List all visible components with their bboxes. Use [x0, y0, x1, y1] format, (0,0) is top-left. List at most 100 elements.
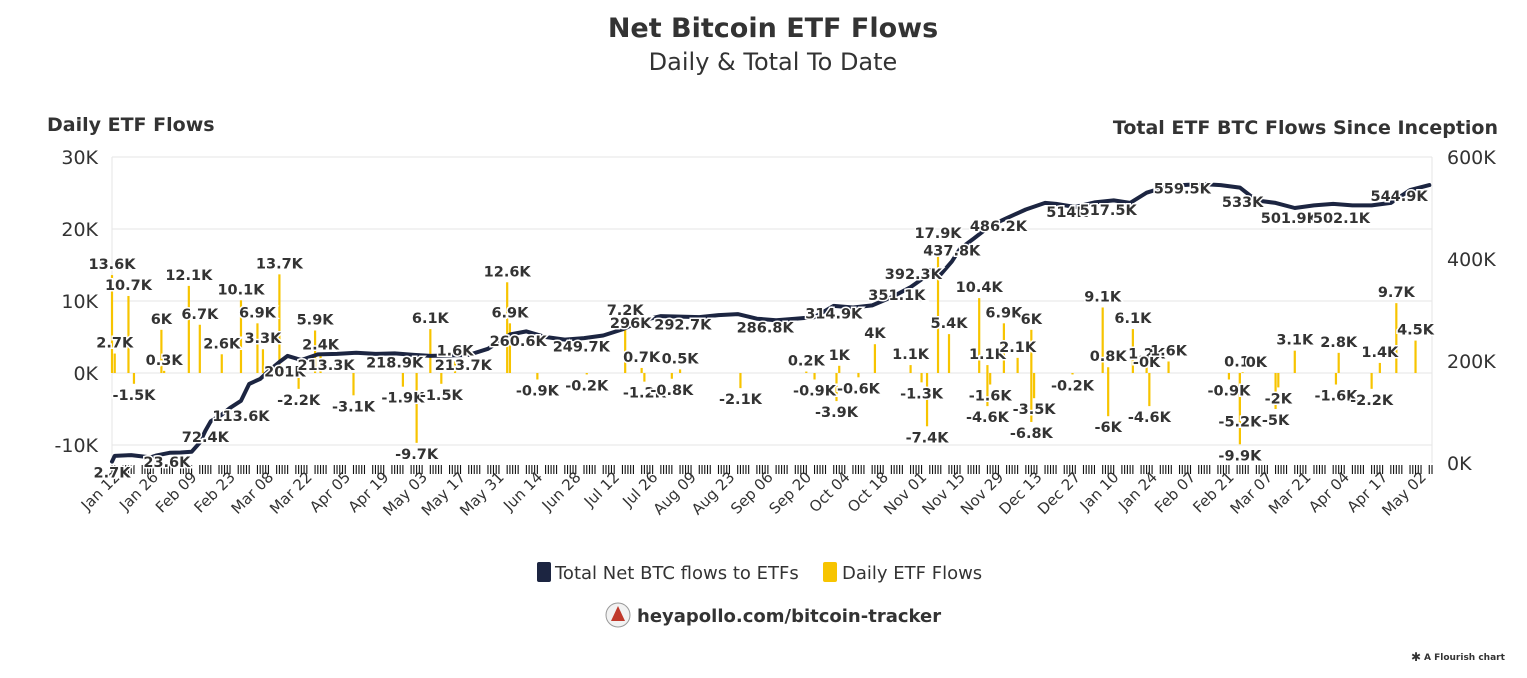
daily-data-label: 3.1K — [1276, 333, 1314, 349]
daily-data-label: 10.7K — [105, 278, 153, 294]
daily-data-label: -5K — [1262, 413, 1290, 429]
footer-link[interactable]: heyapollo.com/bitcoin-tracker — [637, 606, 941, 627]
daily-data-label: 0.2K — [788, 354, 826, 370]
daily-data-label: 0.8K — [1090, 349, 1128, 365]
daily-data-label: -2.2K — [1350, 393, 1394, 409]
daily-data-label: 12.6K — [484, 264, 532, 280]
daily-data-label: -1.9K — [381, 391, 425, 407]
daily-data-label: 0.1K — [1224, 354, 1262, 370]
daily-bar — [256, 323, 259, 373]
flourish-credit-text[interactable]: A Flourish chart — [1424, 653, 1506, 663]
daily-data-label: 1.2K — [1128, 346, 1166, 362]
x-tick-label: Aug 23 — [688, 468, 738, 518]
daily-bars — [110, 244, 1417, 445]
total-data-label: 314.9K — [805, 306, 863, 322]
daily-data-label: -2.1K — [719, 392, 763, 408]
daily-data-label: -1.5K — [420, 388, 464, 404]
daily-bar — [1378, 362, 1381, 373]
x-tick-label: Sep 20 — [766, 468, 816, 518]
daily-data-label: 2.8K — [1320, 335, 1358, 351]
daily-bar — [739, 373, 742, 389]
daily-data-label: -6K — [1095, 420, 1123, 436]
daily-bar — [678, 369, 682, 373]
data-labels: 13.6K 2.7K 10.7K -1.5K 6K 0.3K 12.1K 6.7K 2.6K 10… — [87, 180, 1436, 483]
x-tick-label: Mar 08 — [228, 468, 278, 518]
daily-data-label: -0.8K — [650, 383, 694, 399]
total-data-label: 514K — [1046, 205, 1088, 221]
legend-label-total: Total Net BTC flows to ETFs — [554, 563, 799, 584]
daily-data-label: 1K — [829, 348, 851, 364]
total-data-label: 437.8K — [923, 244, 981, 260]
total-data-label: 392.3K — [885, 267, 943, 283]
daily-data-label: -7.4K — [906, 430, 950, 446]
daily-data-label: 6.7K — [181, 307, 219, 323]
daily-data-label: -0.2K — [565, 378, 609, 394]
daily-bar — [110, 275, 114, 373]
daily-bar — [313, 330, 317, 373]
daily-bar — [986, 373, 989, 407]
daily-bar — [1337, 352, 1340, 373]
y-right-tick-label: 200K — [1447, 351, 1496, 373]
daily-bar — [835, 373, 838, 402]
flourish-credit[interactable]: ✱ A Flourish chart — [1411, 650, 1506, 664]
daily-bar — [986, 365, 989, 373]
total-data-label: 486.2K — [970, 219, 1028, 235]
total-data-label: 213.3K — [297, 358, 355, 374]
daily-data-label: -5.2K — [1218, 414, 1262, 430]
daily-bar — [1030, 373, 1033, 422]
daily-bar — [297, 373, 300, 389]
daily-data-label: 10.1K — [217, 282, 265, 298]
daily-bar — [1101, 307, 1104, 373]
apollo-logo-mark — [611, 606, 625, 621]
y-left-tick-label: 20K — [61, 219, 98, 241]
daily-bar — [1227, 373, 1231, 380]
daily-data-label: 6K — [151, 312, 173, 328]
total-data-label: 201K — [264, 364, 306, 380]
y-left-tick-label: -10K — [55, 435, 99, 457]
x-tick-label: Feb 09 — [152, 468, 200, 516]
daily-data-label: -9.9K — [1218, 448, 1262, 464]
daily-data-label: -6.8K — [1010, 426, 1054, 442]
daily-bar — [1334, 373, 1338, 385]
daily-bar — [352, 373, 355, 396]
daily-data-label: -1.2K — [623, 386, 667, 402]
daily-bar — [1107, 373, 1110, 417]
y-right-tick-label: 0K — [1447, 453, 1472, 475]
daily-data-label: -0K — [1133, 355, 1161, 371]
daily-bar — [1107, 367, 1110, 373]
daily-bar — [1131, 329, 1134, 373]
daily-data-label: -1.6K — [1314, 389, 1358, 405]
y-left-tick-label: 10K — [61, 291, 98, 313]
daily-data-label: -0.9K — [793, 383, 837, 399]
daily-data-label: -9.7K — [395, 447, 439, 463]
daily-data-label: 1.6K — [437, 343, 475, 359]
daily-data-label: -2K — [1265, 391, 1293, 407]
daily-bar — [1370, 373, 1373, 389]
x-tick-label: Jun 28 — [538, 468, 585, 515]
daily-bar — [925, 373, 929, 427]
x-tick-label: Sep 06 — [727, 468, 777, 518]
daily-bar — [1238, 373, 1242, 445]
daily-bar — [873, 344, 877, 373]
daily-data-label: -3.9K — [815, 405, 859, 421]
x-tick-label: Jan 10 — [1076, 468, 1123, 515]
total-data-label: 296K — [610, 316, 652, 332]
daily-data-label: -0.9K — [1207, 383, 1251, 399]
daily-data-label: 1.1K — [892, 347, 930, 363]
daily-data-label: 1.4K — [1361, 345, 1399, 361]
daily-bar — [239, 300, 243, 373]
total-data-label: 501.9K — [1261, 211, 1319, 227]
daily-data-label: 7.2K — [607, 303, 645, 319]
x-tick-label: Jun 14 — [499, 468, 546, 515]
daily-data-label: 6.1K — [412, 311, 450, 327]
y-right-tick-label: 400K — [1447, 249, 1496, 271]
x-tick-label: Feb 07 — [1151, 468, 1199, 516]
daily-bar — [278, 274, 281, 373]
legend-label-daily: Daily ETF Flows — [842, 563, 982, 584]
daily-bar — [640, 367, 643, 373]
daily-bar — [813, 373, 816, 380]
daily-data-label: 0.7K — [623, 350, 661, 366]
daily-data-label: 2.4K — [302, 338, 340, 354]
total-data-label: 113.6K — [212, 409, 270, 425]
daily-data-label: 4K — [864, 326, 886, 342]
